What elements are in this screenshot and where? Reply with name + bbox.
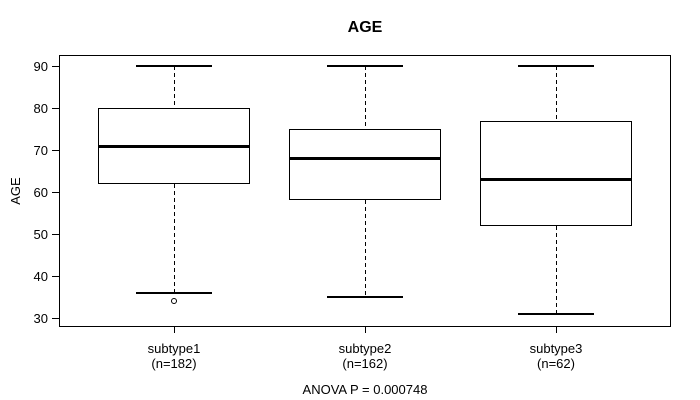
iqr-box-subtype3 [480, 121, 632, 226]
group-n: (n=182) [151, 356, 197, 371]
group-name: subtype2 [338, 341, 392, 356]
y-tick-label: 30 [33, 311, 48, 326]
y-tick-mark [52, 66, 59, 67]
iqr-box-subtype2 [289, 129, 441, 200]
y-tick-mark [52, 276, 59, 277]
whisker-cap-low [518, 313, 594, 315]
x-group-label-subtype2: subtype2 (n=162) [290, 341, 440, 371]
group-name: subtype3 [529, 341, 583, 356]
group-n: (n=62) [537, 356, 575, 371]
group-n: (n=162) [342, 356, 388, 371]
x-tick-mark [365, 327, 366, 333]
y-tick-label: 70 [33, 143, 48, 158]
whisker-line-upper [174, 66, 175, 108]
y-tick-label: 40 [33, 269, 48, 284]
x-group-label-subtype1: subtype1 (n=182) [99, 341, 249, 371]
plot-area [59, 55, 671, 327]
y-tick-mark [52, 150, 59, 151]
median-line-subtype2 [289, 157, 441, 160]
y-tick-label: 90 [33, 59, 48, 74]
x-group-label-subtype3: subtype3 (n=62) [481, 341, 631, 371]
y-tick-mark [52, 318, 59, 319]
whisker-line-upper [556, 66, 557, 121]
y-tick-label: 60 [33, 185, 48, 200]
y-tick-label: 80 [33, 101, 48, 116]
whisker-line-lower [556, 226, 557, 314]
median-line-subtype1 [98, 145, 250, 148]
whisker-cap-high [136, 65, 212, 67]
whisker-line-lower [174, 184, 175, 293]
chart-title: AGE [347, 19, 383, 36]
whisker-line-upper [365, 66, 366, 129]
x-tick-mark [174, 327, 175, 333]
whisker-line-lower [365, 200, 366, 297]
whisker-cap-high [327, 65, 403, 67]
group-name: subtype1 [147, 341, 201, 356]
anova-p-annotation: ANOVA P = 0.000748 [302, 382, 428, 397]
x-tick-mark [556, 327, 557, 333]
y-tick-mark [52, 192, 59, 193]
outlier-point [171, 298, 177, 304]
whisker-cap-high [518, 65, 594, 67]
whisker-cap-low [136, 292, 212, 294]
whisker-cap-low [327, 296, 403, 298]
y-tick-mark [52, 234, 59, 235]
y-tick-mark [52, 108, 59, 109]
median-line-subtype3 [480, 178, 632, 181]
y-tick-label: 50 [33, 227, 48, 242]
